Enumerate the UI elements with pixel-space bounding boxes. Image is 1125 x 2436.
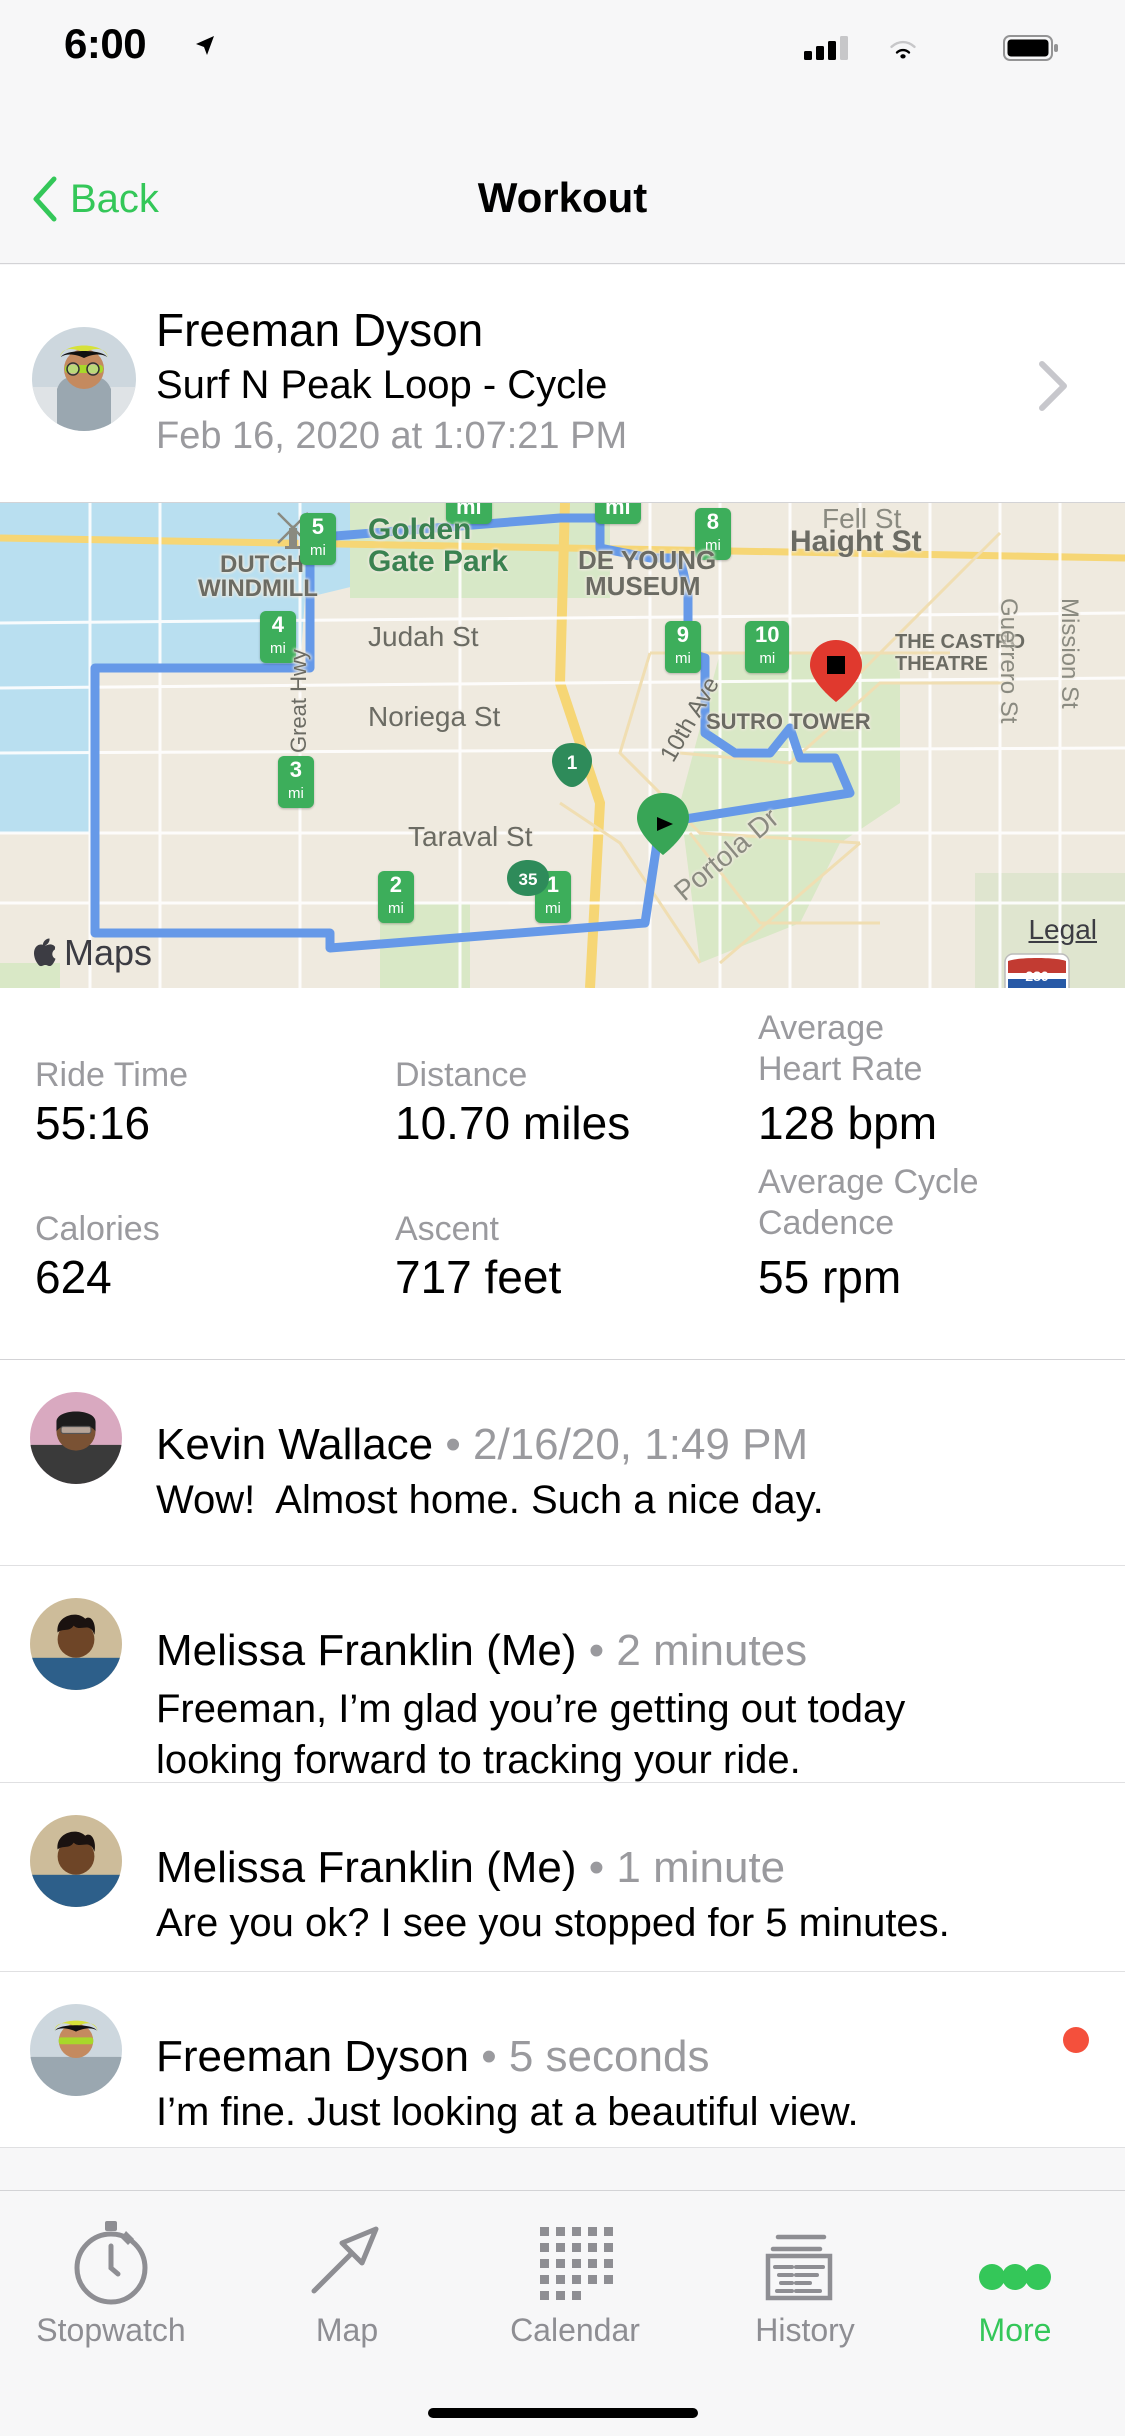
svg-text:1: 1 — [567, 753, 578, 774]
svg-text:35: 35 — [519, 870, 538, 889]
svg-text:280: 280 — [1025, 968, 1049, 984]
